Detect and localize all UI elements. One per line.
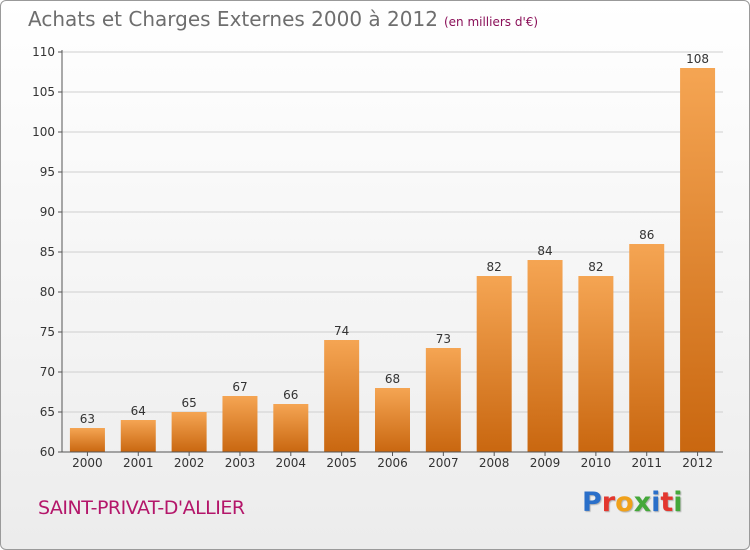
x-tick-label: 2004 — [276, 456, 307, 470]
bar-value-label: 84 — [537, 244, 552, 258]
y-tick-label: 80 — [40, 285, 55, 299]
bar — [578, 276, 614, 452]
x-tick-label: 2009 — [530, 456, 561, 470]
bar-value-label: 82 — [588, 260, 603, 274]
x-tick-label: 2006 — [377, 456, 408, 470]
brand-letter: t — [660, 487, 674, 518]
x-tick-label: 2007 — [428, 456, 459, 470]
place-name: SAINT-PRIVAT-D'ALLIER — [38, 497, 245, 519]
brand-letter: o — [615, 487, 634, 518]
bar-value-label: 64 — [131, 404, 146, 418]
y-tick-label: 90 — [40, 205, 55, 219]
bar — [273, 404, 309, 452]
y-tick-label: 85 — [40, 245, 55, 259]
bar-value-label: 63 — [80, 412, 95, 426]
y-tick-label: 75 — [40, 325, 55, 339]
bar — [324, 340, 360, 452]
x-tick-label: 2012 — [682, 456, 713, 470]
bar — [425, 348, 461, 452]
bar — [69, 428, 105, 452]
bars — [69, 68, 716, 452]
bar — [629, 244, 665, 452]
gridlines — [62, 51, 723, 413]
bar-value-label: 65 — [181, 396, 196, 410]
y-tick-label: 105 — [32, 85, 55, 99]
x-tick-label: 2010 — [581, 456, 612, 470]
chart-unit: (en milliers d'€) — [443, 15, 539, 29]
bar — [476, 276, 512, 452]
bar — [171, 412, 207, 452]
bar — [222, 396, 258, 452]
bar-value-label: 67 — [232, 380, 247, 394]
brand-letter: x — [633, 487, 652, 518]
bar-value-label: 82 — [487, 260, 502, 274]
y-tick-label: 60 — [40, 445, 55, 459]
x-tick-label: 2008 — [479, 456, 510, 470]
bar — [375, 388, 410, 452]
bar-value-label: 73 — [436, 332, 451, 346]
x-tick-label: 2001 — [123, 456, 154, 470]
x-tick-label: 2002 — [174, 456, 205, 470]
brand-letter: i — [673, 487, 683, 518]
brand-logo: Proxiti — [582, 487, 683, 518]
y-tick-label: 110 — [32, 45, 55, 59]
axes — [58, 50, 723, 456]
bar — [680, 68, 716, 452]
x-tick-label: 2003 — [225, 456, 256, 470]
x-tick-label: 2005 — [326, 456, 357, 470]
x-tick-label: 2011 — [631, 456, 662, 470]
y-tick-label: 65 — [40, 405, 55, 419]
brand-letter: r — [601, 487, 616, 518]
bar — [120, 420, 156, 452]
bar-value-label: 108 — [686, 52, 709, 66]
y-tick-label: 100 — [32, 125, 55, 139]
y-tick-label: 70 — [40, 365, 55, 379]
bar-value-label: 68 — [385, 372, 400, 386]
bar-value-label: 74 — [334, 324, 349, 338]
bar-value-label: 86 — [639, 228, 654, 242]
y-tick-label: 95 — [40, 165, 55, 179]
labels: 60 65 70 75 80 85 90 95 100 105 110 63 2000 64 2001 65 2… — [32, 45, 713, 470]
chart-title-text: Achats et Charges Externes 2000 à 2012 — [28, 7, 438, 31]
chart-title: Achats et Charges Externes 2000 à 2012 (e… — [28, 7, 538, 31]
bar — [527, 260, 563, 452]
brand-letter: i — [651, 487, 661, 518]
x-tick-label: 2000 — [72, 456, 103, 470]
bar-value-label: 66 — [283, 388, 298, 402]
brand-letter: P — [582, 487, 602, 518]
